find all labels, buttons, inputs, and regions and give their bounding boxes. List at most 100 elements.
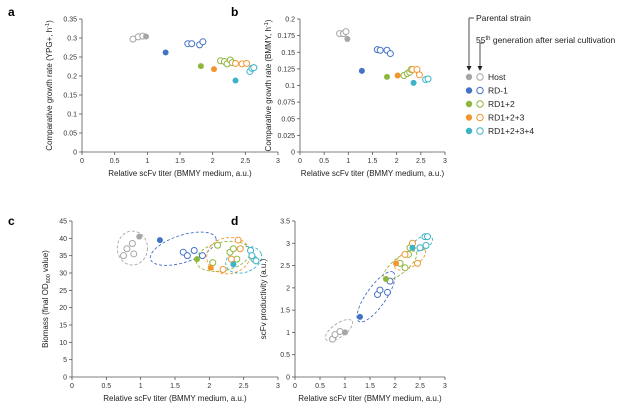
y-axis-label-end: ) [45,20,54,23]
panel-a: a 0 0.5 1 1.5 2 2.5 3 0 0.05 0.1 0.15 0.2 0.25 0.3 0.35… [8,5,280,178]
legend-marker-evolved [476,86,484,95]
y-tick-label: 2.5 [280,263,290,270]
y-tick-label: 30 [59,271,67,278]
legend-marker-evolved [476,73,484,81]
y-tick-label: 45 [59,219,67,226]
x-tick-label: 1 [145,158,149,165]
x-axis-label: Relative scFv titer (BMMY medium, a.u.) [301,169,445,178]
evolved-point [250,64,258,72]
y-tick-label: 15 [59,323,67,330]
legend-marker-parental [465,127,473,135]
y-tick-label: 0 [73,150,77,157]
evolved-point [414,259,421,267]
evolved-point [386,50,394,58]
evolved-point [422,242,430,250]
y-tick-label: 10 [59,340,67,347]
evolved-point [232,59,240,67]
x-tick-label: 1 [343,383,347,390]
panel-c: c0 0.5 1 1.5 2 2.5 3051015202530354045Relative… [8,214,280,403]
y-tick-label: 2 [286,285,290,292]
parental-point [342,329,348,336]
y-tick-label: 0.1 [67,112,77,119]
evolved-point [130,250,138,258]
legend-marker-evolved [476,127,484,135]
y-tick-label: 1 [286,330,290,337]
x-tick-label: 1.5 [365,383,375,390]
parental-point [394,72,401,79]
y-tick-label: 0.15 [281,50,295,57]
evolved-point [123,245,131,253]
evolved-point [376,286,384,294]
parental-point [344,35,351,42]
evolved-point [199,38,207,46]
x-tick-label: 3 [443,383,447,390]
parental-point [232,77,239,84]
legend-entry-label: RD1+2+3 [488,113,525,123]
y-tick-label: 0 [286,375,290,382]
y-tick-label: 0.175 [277,33,295,40]
y-axis-label: Comparative growth rate (YPG+, h-1) [45,20,54,151]
parental-point [383,275,389,282]
x-tick-label: 0 [70,383,74,390]
y-axis-label-main: Comparative growth rate (BMMY, h [264,27,273,151]
evolved-point [401,264,409,272]
legend-marker-parental [465,114,473,121]
evolved-point [120,252,127,260]
legend-entry-label: RD1+2+3+4 [488,126,534,136]
x-tick-label: 0 [293,383,297,390]
legend-arrowhead-right [477,66,483,71]
parental-point [230,261,237,268]
y-axis-label-main: Comparative growth rate (YPG+, h [45,28,54,151]
x-tick-label: 1 [346,158,350,165]
evolved-point [188,40,196,48]
parental-point [207,264,214,271]
evolved-point [401,250,409,258]
y-tick-label: 20 [59,305,67,312]
y-tick-label: 0.1 [285,83,295,90]
y-tick-label: 0.25 [63,55,77,62]
evolved-point [331,331,339,339]
parental-point [358,67,365,74]
evolved-point [248,252,256,260]
x-tick-label: 0.5 [315,383,325,390]
evolved-point [424,75,432,83]
y-tick-label: 0.2 [285,17,295,24]
y-tick-label: 5 [63,357,67,364]
evolved-point [336,328,344,336]
x-tick-label: 2 [395,158,399,165]
cluster-ellipse [116,230,148,266]
y-axis-label-end: ) [264,19,273,22]
y-tick-label: 35 [59,253,67,260]
panel-letter: d [231,214,238,228]
y-tick-label: 0.05 [281,116,295,123]
cluster-ellipse [225,246,263,274]
parental-point [357,313,363,320]
x-tick-label: 1.5 [170,383,180,390]
y-tick-label: 0 [291,150,295,157]
x-tick-label: 2.5 [416,158,426,165]
x-tick-label: 0.5 [110,158,120,165]
y-tick-label: 1.5 [280,308,290,315]
parental-point [143,33,150,40]
legend-entries: Host RD-1 RD1+2 RD1+2+3 RD1+2+3+4 [465,72,534,136]
evolved-point [236,245,244,253]
evolved-point [183,252,191,260]
y-tick-label: 0.025 [277,133,295,140]
y-axis-label-main: Biomass (final OD [41,283,50,348]
y-tick-label: 0 [63,375,67,382]
x-tick-label: 0 [298,158,302,165]
x-axis-label: Relative scFv titer (BMMY medium, a.u.) [298,394,442,403]
x-tick-label: 3 [443,158,447,165]
y-axis-label-sup: -1 [264,22,270,27]
evolved-point [252,257,260,265]
evolved-point [219,266,227,274]
parental-point [162,49,169,56]
legend-marker-parental [465,100,473,108]
y-tick-label: 0.15 [63,93,77,100]
panel-b: b 0 0.5 1 1.5 2 2.5 3 0 0.025 0.05 0.075 0.1 0.125 0.1… [231,5,447,178]
y-axis-label: Comparative growth rate (BMMY, h-1) [264,19,273,151]
x-tick-label: 2 [207,383,211,390]
panel-letter: a [8,5,15,19]
